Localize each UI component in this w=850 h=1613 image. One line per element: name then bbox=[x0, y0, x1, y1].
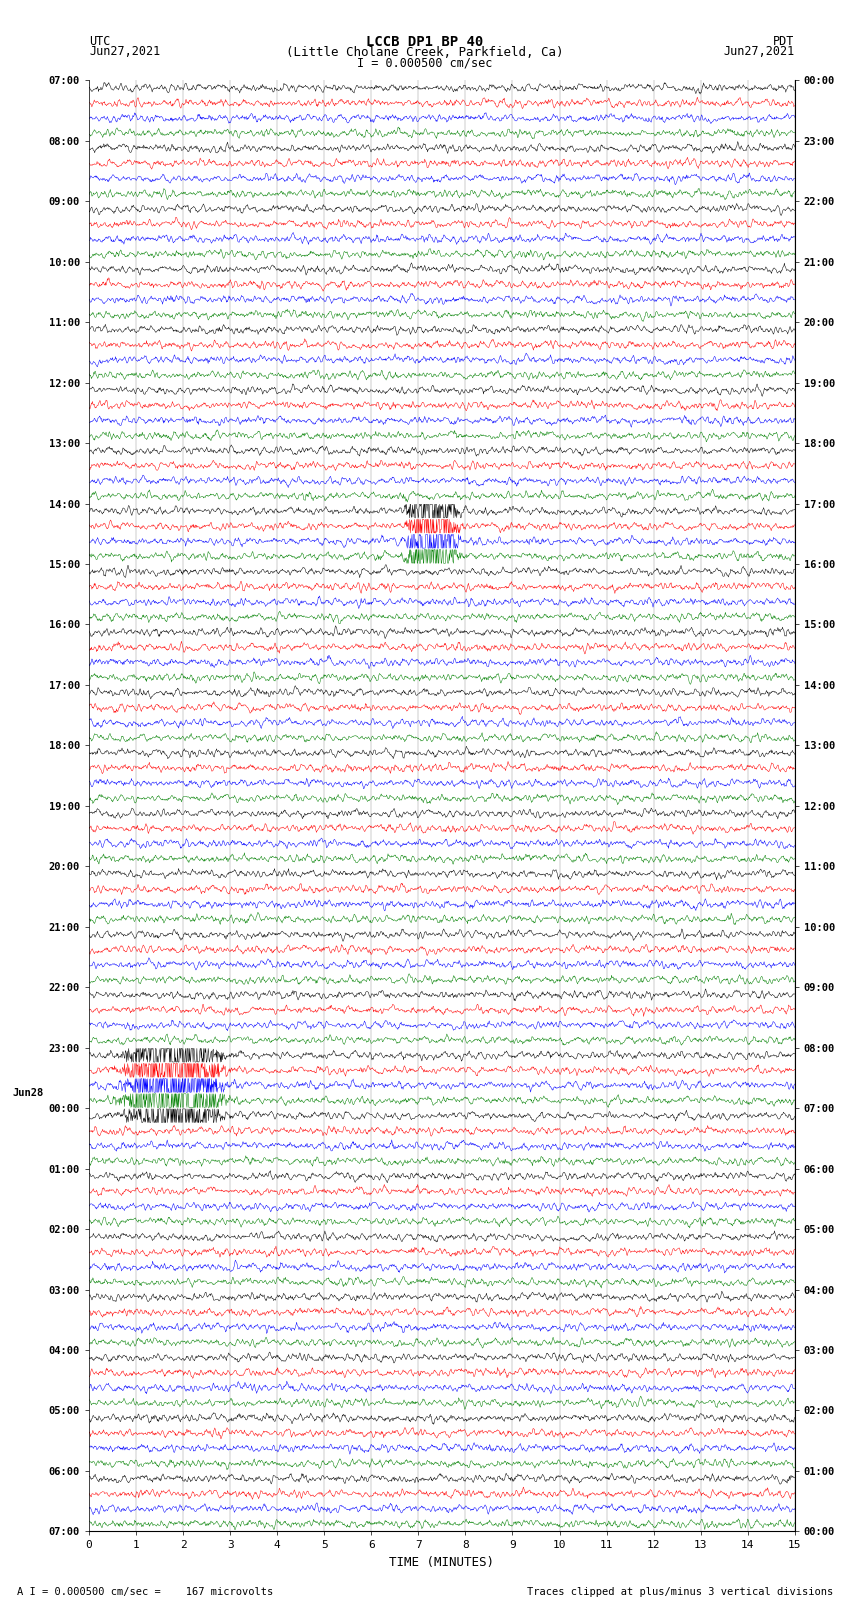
X-axis label: TIME (MINUTES): TIME (MINUTES) bbox=[389, 1557, 495, 1569]
Text: Traces clipped at plus/minus 3 vertical divisions: Traces clipped at plus/minus 3 vertical … bbox=[527, 1587, 833, 1597]
Text: I = 0.000500 cm/sec: I = 0.000500 cm/sec bbox=[357, 56, 493, 69]
Text: Jun27,2021: Jun27,2021 bbox=[89, 45, 161, 58]
Text: PDT: PDT bbox=[774, 35, 795, 48]
Text: (Little Cholane Creek, Parkfield, Ca): (Little Cholane Creek, Parkfield, Ca) bbox=[286, 45, 564, 60]
Text: Jun28: Jun28 bbox=[12, 1089, 43, 1098]
Text: UTC: UTC bbox=[89, 35, 110, 48]
Text: Jun27,2021: Jun27,2021 bbox=[723, 45, 795, 58]
Text: LCCB DP1 BP 40: LCCB DP1 BP 40 bbox=[366, 35, 484, 50]
Text: A I = 0.000500 cm/sec =    167 microvolts: A I = 0.000500 cm/sec = 167 microvolts bbox=[17, 1587, 273, 1597]
